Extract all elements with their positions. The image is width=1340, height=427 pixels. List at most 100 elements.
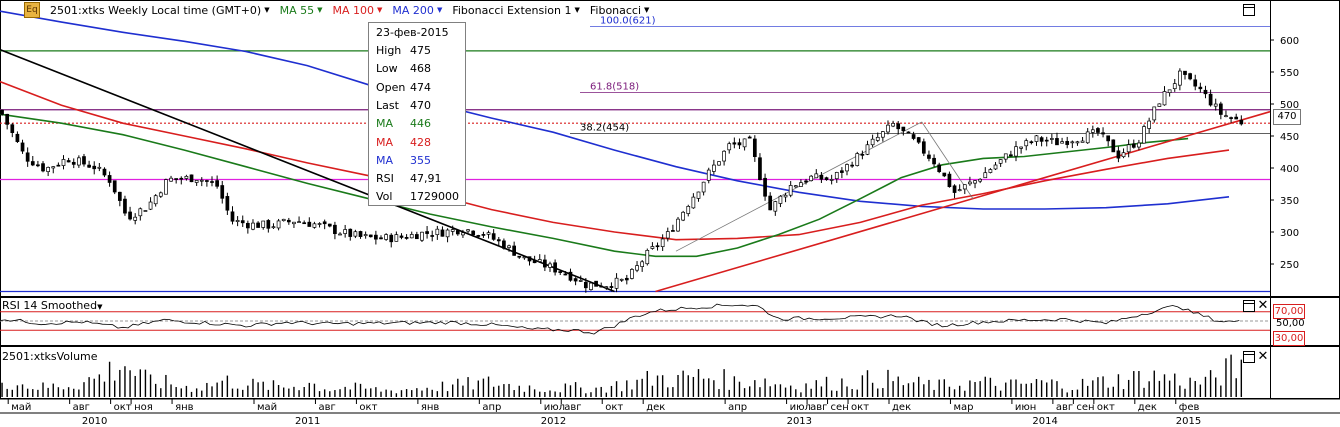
candle-body (199, 179, 204, 182)
candle-body (1009, 154, 1013, 157)
candle-body (158, 192, 163, 197)
candle-body (527, 256, 532, 262)
candle-body (737, 142, 742, 146)
price-panel[interactable]: 250 300 350 400 450 500 550 600 100.0(621) 61.8(5… (0, 0, 1340, 399)
month-label: авг (1056, 402, 1073, 413)
fib-extension-legend[interactable]: Fibonacci Extension 1 ▼ (452, 4, 580, 17)
year-label: 2014 (1032, 416, 1057, 427)
candle-body (778, 195, 783, 204)
candle-body (281, 218, 286, 222)
candle-body (630, 269, 634, 279)
candle-body (0, 109, 4, 115)
month-label: апр (482, 402, 501, 413)
candle-body (1218, 103, 1223, 115)
candle-body (389, 234, 394, 243)
candle-body (112, 180, 117, 193)
candle-body (302, 222, 307, 225)
candle-body (1090, 129, 1095, 133)
candle-body (998, 159, 1003, 164)
maximize-price-panel-button[interactable] (1243, 4, 1255, 16)
rsi-panel[interactable] (0, 297, 1340, 346)
candle-body (358, 231, 363, 237)
candle-body (1044, 139, 1049, 142)
candle-body (1049, 138, 1054, 140)
month-label: окт (1097, 402, 1115, 413)
candle-body (947, 173, 952, 188)
candle-body (747, 136, 752, 139)
tooltip-row: MA 355 (376, 153, 462, 169)
candle-body (184, 175, 189, 179)
tooltip-value: 470 (410, 98, 431, 112)
candle-body (450, 229, 455, 232)
chevron-down-icon: ▼ (317, 6, 323, 14)
candle-body (624, 277, 629, 281)
close-rsi-panel-icon[interactable]: ✕ (1257, 298, 1269, 313)
candle-body (409, 234, 414, 239)
tooltip-date: 23-фев-2015 (376, 26, 449, 39)
candle-body (1224, 115, 1228, 118)
candle-body (783, 194, 788, 198)
candle-body (706, 169, 711, 181)
tooltip-key: Last (376, 98, 399, 112)
candle-body (1029, 141, 1034, 144)
candle-body (548, 263, 552, 268)
candle-body (496, 239, 501, 242)
candle-body (317, 223, 322, 225)
rsi-legend[interactable]: RSI 14 Smoothed▼ (2, 299, 102, 312)
candle-body (92, 165, 97, 170)
candle-body (466, 229, 470, 232)
close-volume-panel-icon[interactable]: ✕ (1257, 349, 1269, 364)
candle-body (1188, 73, 1192, 80)
candle-body (225, 196, 230, 211)
candle-body (916, 137, 921, 143)
candle-body (1234, 116, 1239, 120)
month-label: июл (790, 402, 811, 413)
month-label: окт (851, 402, 869, 413)
month-label: дек (892, 402, 911, 413)
instrument-logo-icon: Eq (24, 2, 40, 18)
ma200-legend[interactable]: MA 200 ▼ (392, 4, 442, 17)
fibonacci-legend[interactable]: Fibonacci ▼ (590, 4, 650, 17)
year-label: 2012 (541, 416, 566, 427)
month-label: сен (831, 402, 849, 413)
candle-body (1111, 139, 1116, 153)
candle-body (589, 282, 593, 291)
candle-body (824, 177, 829, 181)
candle-body (51, 166, 56, 169)
month-label: авг (810, 402, 827, 413)
maximize-rsi-panel-button[interactable] (1243, 300, 1255, 312)
ma55-line (0, 113, 1189, 258)
candle-body (476, 235, 481, 237)
ma100-line (0, 80, 1230, 241)
month-label: янв (421, 402, 440, 413)
candle-body (189, 174, 194, 183)
candle-body (71, 161, 76, 165)
candle-body (327, 223, 332, 227)
month-label: дек (1138, 402, 1157, 413)
candle-body (1055, 138, 1059, 146)
candle-body (338, 233, 342, 236)
candle-body (246, 222, 250, 229)
candle-body (15, 133, 20, 142)
ma55-legend[interactable]: MA 55 ▼ (280, 4, 323, 17)
year-label: 2011 (295, 416, 320, 427)
instrument-title[interactable]: 2501:xtks Weekly Local time (GMT+0) ▼ (50, 4, 270, 17)
candle-body (20, 142, 25, 152)
candle-body (558, 271, 563, 273)
volume-panel[interactable] (0, 346, 1340, 399)
candle-body (881, 131, 885, 138)
candle-body (404, 237, 409, 239)
fibonacci-legend-text: Fibonacci (589, 3, 642, 17)
ma100-legend[interactable]: MA 100 ▼ (333, 4, 383, 17)
tooltip-row: Low 468 (376, 61, 462, 77)
candle-body (855, 153, 860, 166)
candle-body (440, 229, 445, 237)
candle-body (799, 182, 803, 187)
maximize-volume-panel-button[interactable] (1243, 351, 1255, 363)
candle-body (30, 161, 35, 166)
candle-body (276, 220, 281, 229)
tooltip-row: Open 474 (376, 80, 462, 96)
tooltip-row: RSI 47,91 (376, 171, 462, 187)
candle-body (809, 175, 814, 182)
